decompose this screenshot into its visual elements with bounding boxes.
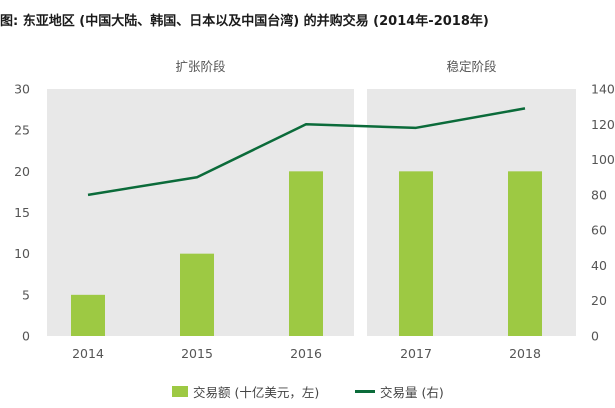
left-tick-label: 10: [14, 246, 30, 261]
bar-2017: [399, 171, 433, 336]
left-tick-label: 20: [14, 164, 30, 179]
phase-label-1: 稳定阶段: [446, 59, 496, 74]
bar-2018: [508, 171, 542, 336]
bar-2015: [180, 253, 214, 336]
left-tick-label: 0: [22, 329, 30, 344]
legend-label-deal-volume: 交易量 (右): [380, 385, 444, 400]
phase-label-0: 扩张阶段: [175, 59, 225, 74]
right-tick-label: 80: [591, 187, 607, 202]
right-tick-label: 40: [591, 258, 607, 273]
right-tick-label: 120: [591, 117, 615, 132]
right-tick-label: 20: [591, 293, 607, 308]
bar-2014: [71, 294, 105, 336]
bar-2016: [289, 171, 323, 336]
x-tick-label-2016: 2016: [290, 346, 322, 361]
x-tick-label-2015: 2015: [181, 346, 213, 361]
x-tick-label-2014: 2014: [72, 346, 104, 361]
chart: 扩张阶段 稳定阶段 0 5 10 15 20 25 30 0 20 40 60 80 100 120 140 20…: [14, 59, 615, 361]
legend-swatch-line: [355, 390, 375, 393]
left-tick-label: 5: [22, 287, 30, 302]
legend-item-deal-value: 交易额 (十亿美元，左): [172, 382, 319, 401]
legend-item-deal-volume: 交易量 (右): [355, 382, 444, 401]
chart-title: 图: 东亚地区 (中国大陆、韩国、日本以及中国台湾) 的并购交易 (2014年-…: [0, 14, 489, 29]
x-tick-label-2017: 2017: [400, 346, 432, 361]
right-tick-label: 140: [591, 82, 615, 97]
left-tick-label: 15: [14, 205, 30, 220]
left-tick-label: 25: [14, 123, 30, 138]
legend-label-deal-value: 交易额 (十亿美元，左): [193, 385, 320, 400]
legend-swatch-bar: [172, 386, 188, 397]
legend: 交易额 (十亿美元，左) 交易量 (右): [0, 380, 615, 402]
right-tick-label: 100: [591, 152, 615, 167]
left-tick-label: 30: [14, 82, 30, 97]
right-tick-label: 0: [591, 329, 599, 344]
right-tick-label: 60: [591, 223, 607, 238]
x-tick-label-2018: 2018: [509, 346, 541, 361]
